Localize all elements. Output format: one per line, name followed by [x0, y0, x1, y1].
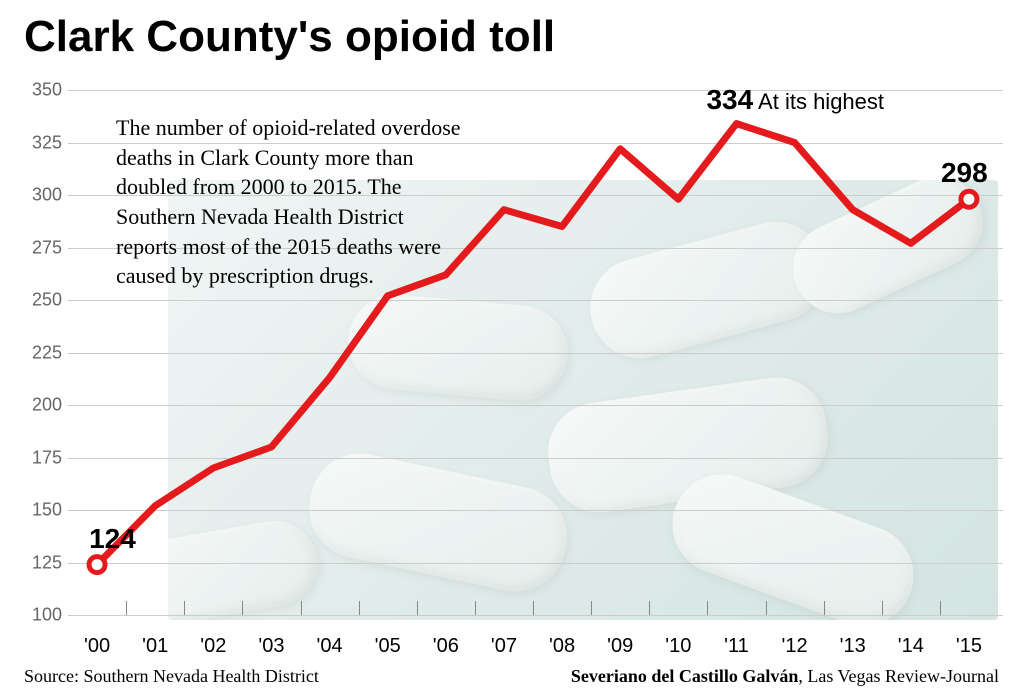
credit-name: Severiano del Castillo Galván: [571, 666, 799, 686]
y-axis-label: 175: [24, 447, 62, 468]
callout: 124: [89, 523, 136, 555]
callout-value: 334: [706, 84, 753, 115]
credit-publication: , Las Vegas Review-Journal: [798, 666, 999, 686]
y-axis-label: 225: [24, 342, 62, 363]
callout-text: At its highest: [753, 89, 884, 114]
y-axis-label: 275: [24, 237, 62, 258]
x-axis-label: '07: [491, 635, 517, 658]
x-axis-label: '00: [84, 635, 110, 658]
x-axis-label: '04: [317, 635, 343, 658]
x-axis-label: '10: [665, 635, 691, 658]
callout-value: 298: [941, 157, 988, 188]
chart-area: 100125150175200225250275300325350'00'01'…: [68, 85, 1003, 630]
x-axis-label: '02: [200, 635, 226, 658]
x-axis-label: '08: [549, 635, 575, 658]
x-axis-label: '13: [840, 635, 866, 658]
x-axis-label: '15: [956, 635, 982, 658]
y-axis-label: 200: [24, 395, 62, 416]
y-axis-label: 150: [24, 500, 62, 521]
callout: 334 At its highest: [706, 84, 884, 116]
x-axis-label: '11: [724, 635, 749, 658]
x-axis-label: '09: [607, 635, 633, 658]
callout: 298: [941, 157, 988, 189]
x-axis-label: '05: [375, 635, 401, 658]
y-axis-label: 125: [24, 552, 62, 573]
data-marker: [89, 557, 105, 573]
x-axis-label: '06: [433, 635, 459, 658]
y-axis-label: 300: [24, 185, 62, 206]
credit: Severiano del Castillo Galván, Las Vegas…: [571, 666, 999, 687]
y-axis-label: 100: [24, 605, 62, 626]
source-label: Source: Southern Nevada Health District: [24, 666, 319, 686]
chart-description: The number of opioid-related overdose de…: [116, 113, 461, 291]
y-axis-label: 350: [24, 80, 62, 101]
x-axis-label: '03: [258, 635, 284, 658]
data-marker: [961, 191, 977, 207]
callout-value: 124: [89, 523, 136, 554]
y-axis-label: 325: [24, 132, 62, 153]
x-axis-label: '12: [782, 635, 808, 658]
x-axis-label: '01: [142, 635, 168, 658]
y-axis-label: 250: [24, 290, 62, 311]
footer: Source: Southern Nevada Health District …: [24, 666, 999, 687]
chart-title: Clark County's opioid toll: [24, 12, 555, 62]
x-axis-label: '14: [898, 635, 924, 658]
